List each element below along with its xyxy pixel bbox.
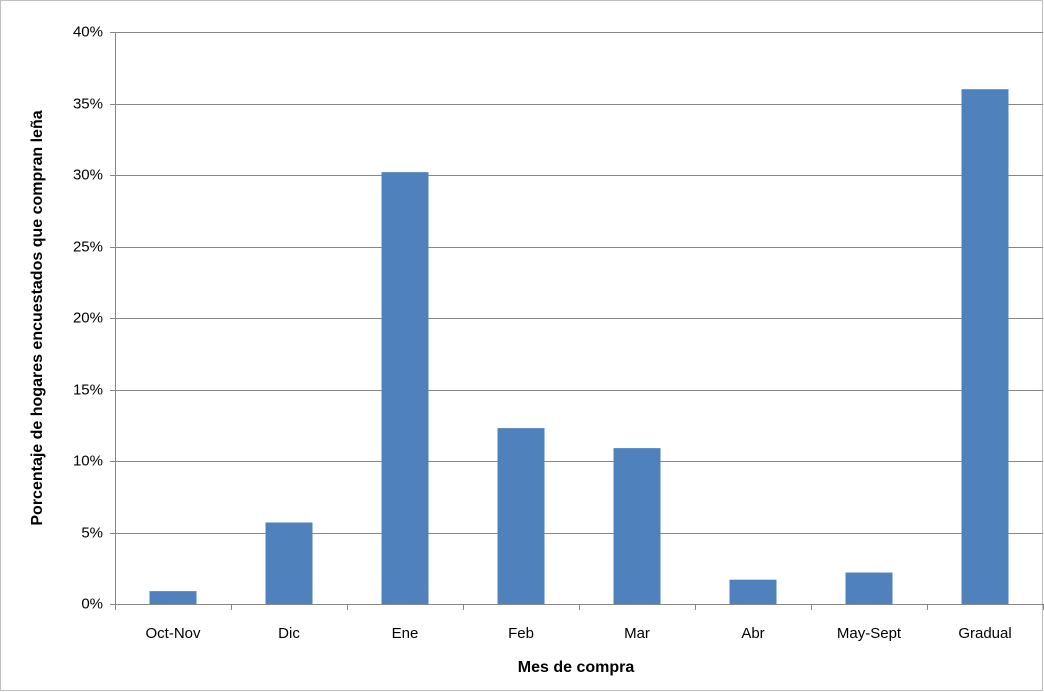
bar bbox=[729, 579, 777, 604]
y-tick-label: 40% bbox=[73, 23, 103, 40]
x-tick-label: Ene bbox=[392, 625, 419, 642]
x-tick-label: Dic bbox=[278, 625, 300, 642]
x-tick-label: Feb bbox=[508, 625, 534, 642]
x-tick-label: May-Sept bbox=[837, 625, 902, 642]
y-tick-label: 30% bbox=[73, 166, 103, 183]
bar bbox=[613, 448, 661, 604]
y-axis-title: Porcentaje de hogares encuestados que co… bbox=[29, 110, 46, 525]
x-axis-title: Mes de compra bbox=[518, 659, 635, 676]
bar bbox=[265, 522, 313, 604]
x-tick-label: Gradual bbox=[958, 625, 1011, 642]
y-tick-label: 20% bbox=[73, 309, 103, 326]
bar bbox=[497, 428, 545, 604]
y-tick-label: 0% bbox=[81, 595, 103, 612]
y-tick-label: 35% bbox=[73, 95, 103, 112]
bar bbox=[845, 572, 893, 604]
x-tick-label: Mar bbox=[624, 625, 650, 642]
x-tick-label: Oct-Nov bbox=[145, 625, 201, 642]
y-tick-label: 5% bbox=[81, 524, 103, 541]
y-tick-label: 25% bbox=[73, 238, 103, 255]
bar bbox=[961, 89, 1009, 604]
y-tick-label: 10% bbox=[73, 452, 103, 469]
y-tick-label: 15% bbox=[73, 381, 103, 398]
bar bbox=[149, 591, 197, 604]
bar bbox=[381, 172, 429, 604]
x-tick-label: Abr bbox=[741, 625, 764, 642]
